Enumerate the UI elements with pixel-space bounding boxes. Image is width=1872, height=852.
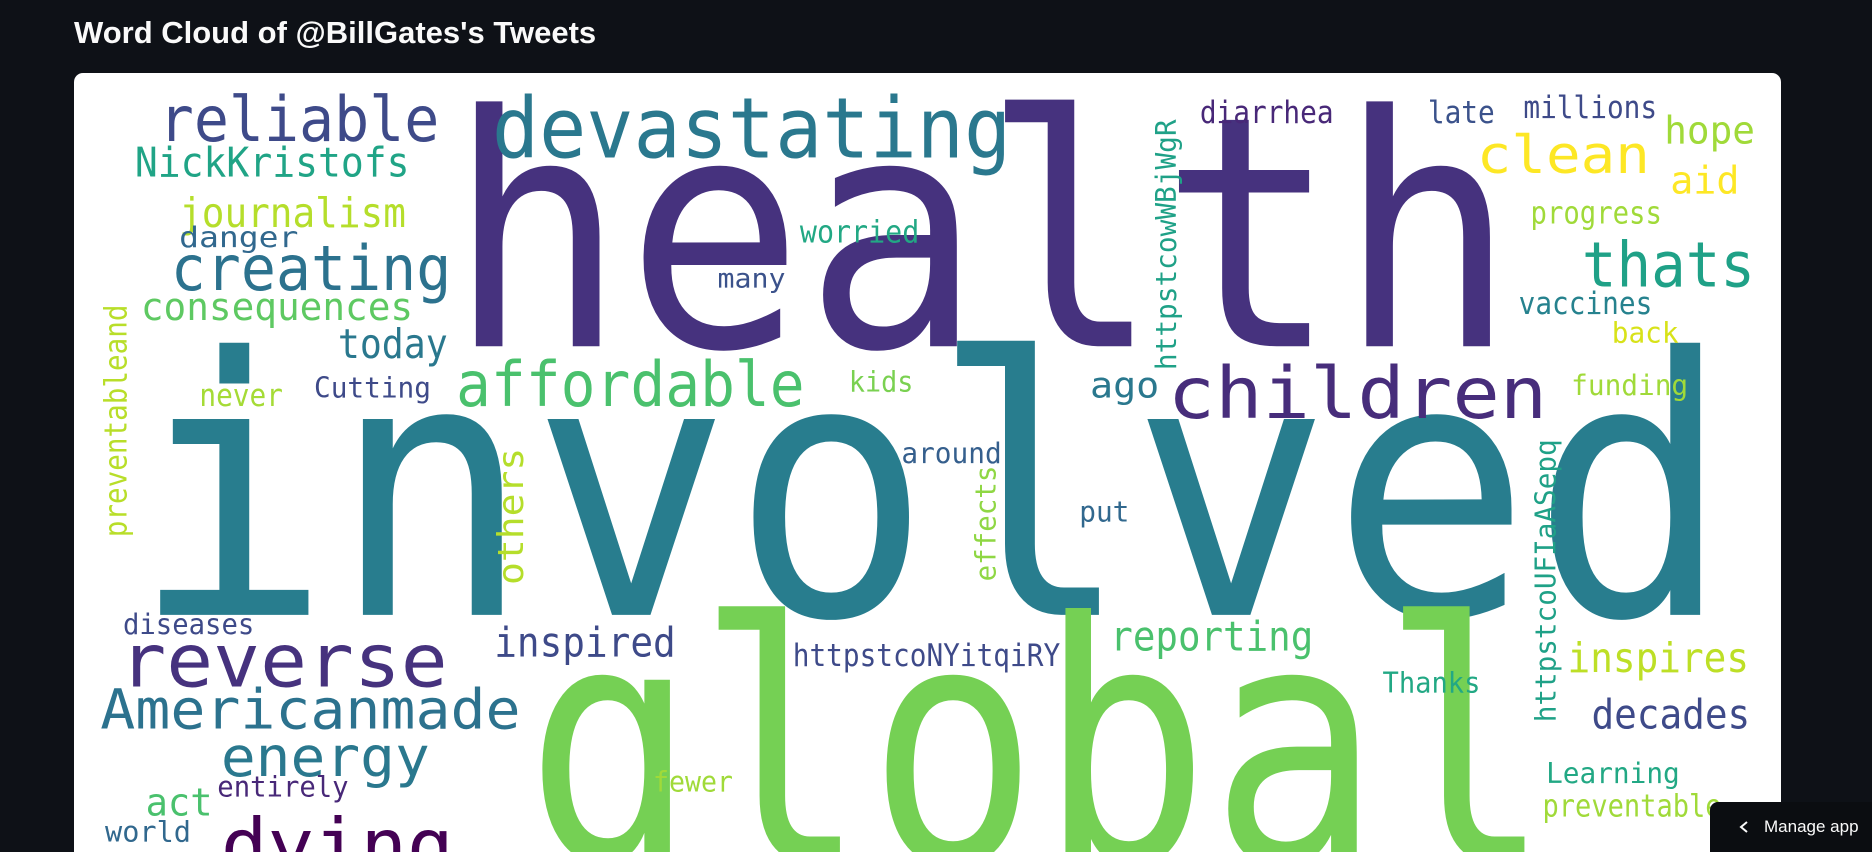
- cloud-word: late: [1428, 95, 1495, 131]
- cloud-word: act: [146, 781, 213, 825]
- cloud-word: health: [448, 48, 1517, 423]
- cloud-word: funding: [1571, 368, 1688, 402]
- cloud-word: fewer: [653, 765, 733, 799]
- cloud-word: Americanmade: [100, 677, 520, 741]
- cloud-word: dying: [221, 804, 454, 852]
- cloud-word: consequences: [141, 286, 413, 330]
- cloud-word: diarrhea: [1200, 95, 1334, 131]
- cloud-word: httpstcoUFIaASepq: [1529, 439, 1563, 722]
- cloud-word: kids: [849, 365, 913, 399]
- cloud-word: hope: [1664, 109, 1755, 153]
- cloud-word: inspires: [1568, 634, 1749, 682]
- cloud-word: danger: [179, 220, 298, 254]
- cloud-word: Learning: [1546, 756, 1680, 790]
- chevron-icon: [1739, 821, 1748, 833]
- cloud-word: put: [1079, 495, 1129, 529]
- cloud-word: back: [1612, 316, 1679, 350]
- cloud-word: reverse: [119, 618, 447, 704]
- manage-app-label: Manage app: [1764, 817, 1859, 836]
- cloud-word: diseases: [123, 607, 254, 641]
- cloud-word: creating: [171, 232, 452, 305]
- cloud-word: progress: [1531, 195, 1662, 231]
- cloud-word: world: [105, 815, 191, 849]
- cloud-word: never: [199, 378, 283, 414]
- cloud-word: vaccines: [1519, 286, 1653, 322]
- cloud-word: aid: [1670, 159, 1739, 203]
- cloud-word: Cutting: [314, 371, 431, 405]
- cloud-word: today: [338, 320, 448, 368]
- cloud-word: children: [1168, 352, 1548, 435]
- cloud-word: affordable: [456, 348, 805, 421]
- cloud-word: ago: [1090, 366, 1159, 407]
- cloud-word: entirely: [217, 769, 348, 803]
- cloud-word: energy: [221, 725, 430, 789]
- cloud-word: reliable: [159, 83, 440, 156]
- cloud-word: many: [718, 265, 786, 295]
- cloud-word: httpstcoNYitqiRY: [793, 638, 1061, 674]
- cloud-word: httpstcowWBjWgR: [1149, 119, 1183, 370]
- cloud-word: involved: [131, 284, 1731, 700]
- cloud-word: preventable: [1542, 789, 1721, 825]
- cloud-word: global: [525, 552, 1552, 852]
- card-background: [74, 73, 1781, 852]
- cloud-word: reporting: [1110, 613, 1313, 661]
- cloud-word: effects: [969, 466, 1003, 582]
- cloud-word: Thanks: [1383, 665, 1481, 699]
- cloud-word: journalism: [179, 189, 406, 237]
- cloud-word: others: [491, 448, 532, 585]
- manage-app-button[interactable]: Manage app: [1710, 802, 1872, 852]
- page-title: Word Cloud of @BillGates's Tweets: [74, 15, 596, 50]
- cloud-word: thats: [1582, 229, 1755, 302]
- cloud-word: inspired: [494, 619, 675, 667]
- cloud-word: devastating: [492, 80, 1011, 178]
- cloud-word: worried: [800, 214, 919, 250]
- cloud-word: NickKristofs: [135, 139, 410, 187]
- cloud-word: around: [901, 436, 1001, 470]
- cloud-word: clean: [1477, 125, 1650, 186]
- cloud-word: millions: [1523, 90, 1657, 126]
- cloud-word: decades: [1591, 690, 1750, 738]
- cloud-word: preventableand: [99, 304, 135, 537]
